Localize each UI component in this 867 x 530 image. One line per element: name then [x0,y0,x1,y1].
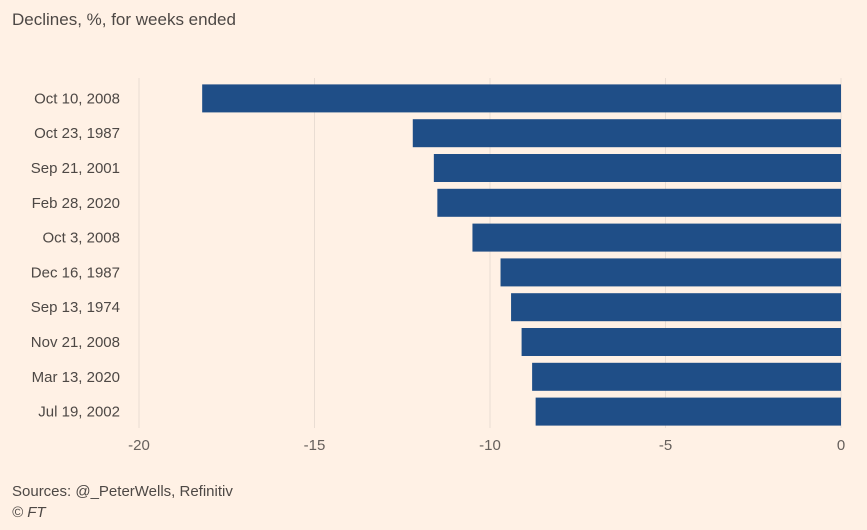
bar [412,119,841,148]
category-label: Oct 3, 2008 [42,230,120,247]
bar [511,293,841,322]
category-label: Mar 13, 2020 [32,369,120,386]
bar [437,188,841,217]
category-label: Nov 21, 2008 [31,334,120,351]
chart-title: Declines, %, for weeks ended [12,10,236,29]
x-tick-label: -10 [479,437,501,454]
category-label: Feb 28, 2020 [32,195,120,212]
sources-note: Sources: @_PeterWells, Refinitiv [12,483,233,500]
category-label: Oct 23, 1987 [34,125,120,142]
bar [521,328,841,356]
bar [433,154,841,182]
category-label: Sep 13, 1974 [31,299,120,316]
bar [500,258,841,287]
x-tick-label: -15 [304,437,326,454]
category-label: Oct 10, 2008 [34,90,120,107]
bar [532,362,841,391]
category-label: Sep 21, 2001 [31,160,120,177]
bar [202,84,841,113]
x-tick-label: -20 [128,437,150,454]
bar [472,223,841,252]
copyright-note: © FT [12,504,46,521]
category-label: Jul 19, 2002 [38,404,120,421]
bar [535,397,841,426]
category-label: Dec 16, 1987 [31,264,120,281]
x-tick-label: 0 [837,437,845,454]
x-tick-label: -5 [659,437,672,454]
